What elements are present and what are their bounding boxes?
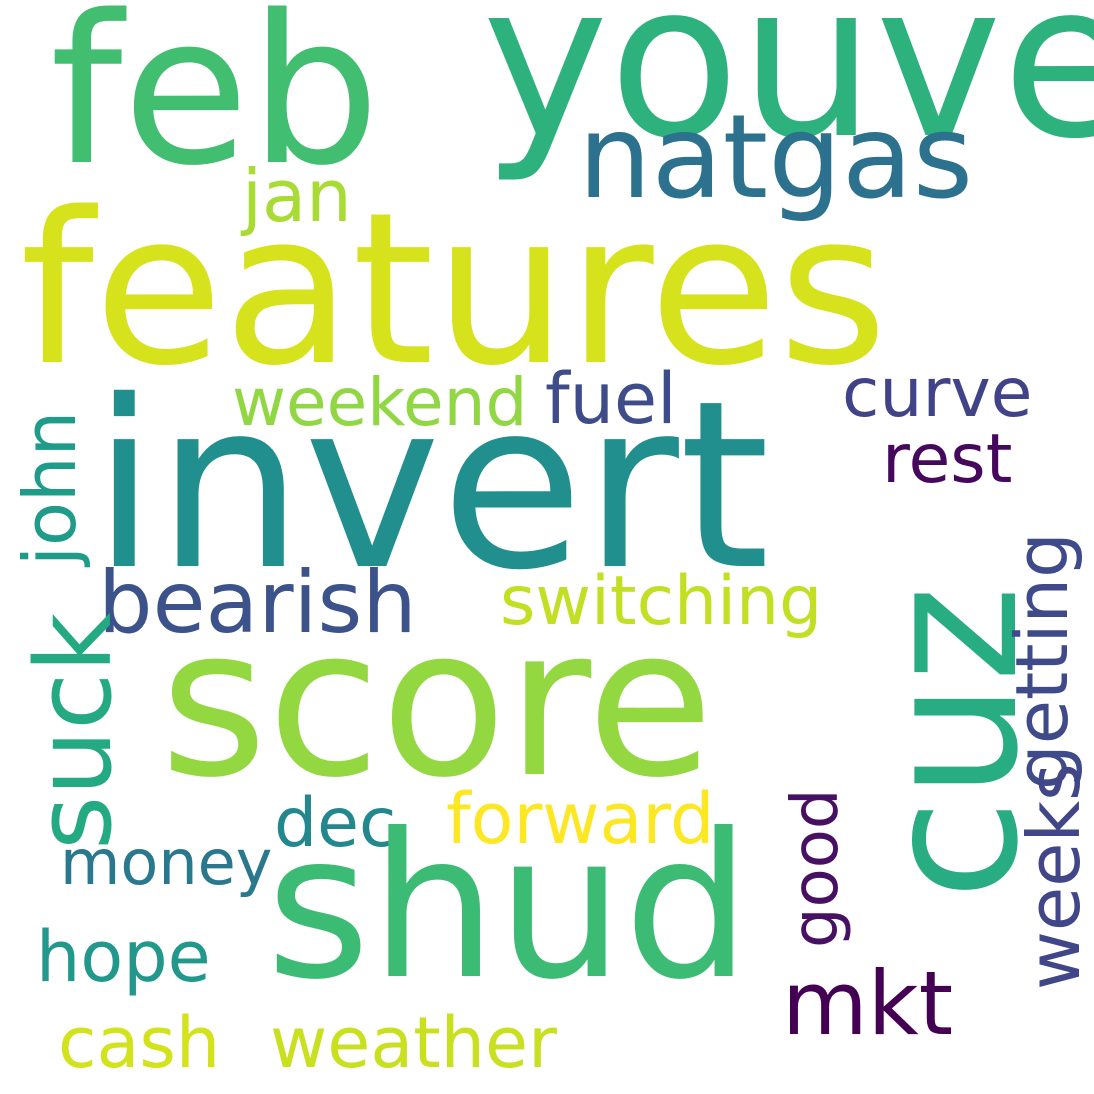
word-rest: rest (882, 420, 1013, 499)
word-weeks: weeks (1012, 763, 1094, 990)
word-feb: feb (50, 0, 381, 211)
word-features: features (20, 167, 888, 412)
word-weather: weather (270, 1002, 557, 1084)
word-dec: dec (274, 784, 397, 863)
word-bearish: bearish (98, 553, 417, 653)
word-fuel: fuel (545, 358, 677, 440)
word-mkt: mkt (782, 952, 954, 1055)
word-weekend: weekend (232, 364, 528, 441)
word-forward: forward (446, 778, 715, 860)
word-jan: jan (242, 154, 352, 238)
word-score: score (160, 583, 714, 823)
word-suck: suck (13, 612, 135, 850)
word-getting: getting (1000, 532, 1084, 790)
word-shud: shud (266, 791, 751, 1024)
word-invert: invert (92, 351, 770, 621)
word-cash: cash (58, 1002, 221, 1084)
word-john: john (8, 410, 92, 566)
word-money: money (60, 826, 273, 899)
word-youve: youve (482, 0, 1094, 186)
word-curve: curve (842, 354, 1033, 433)
word-natgas: natgas (578, 90, 974, 225)
word-switching: switching (500, 562, 823, 641)
word-hope: hope (36, 916, 211, 998)
word-good: good (779, 788, 853, 948)
